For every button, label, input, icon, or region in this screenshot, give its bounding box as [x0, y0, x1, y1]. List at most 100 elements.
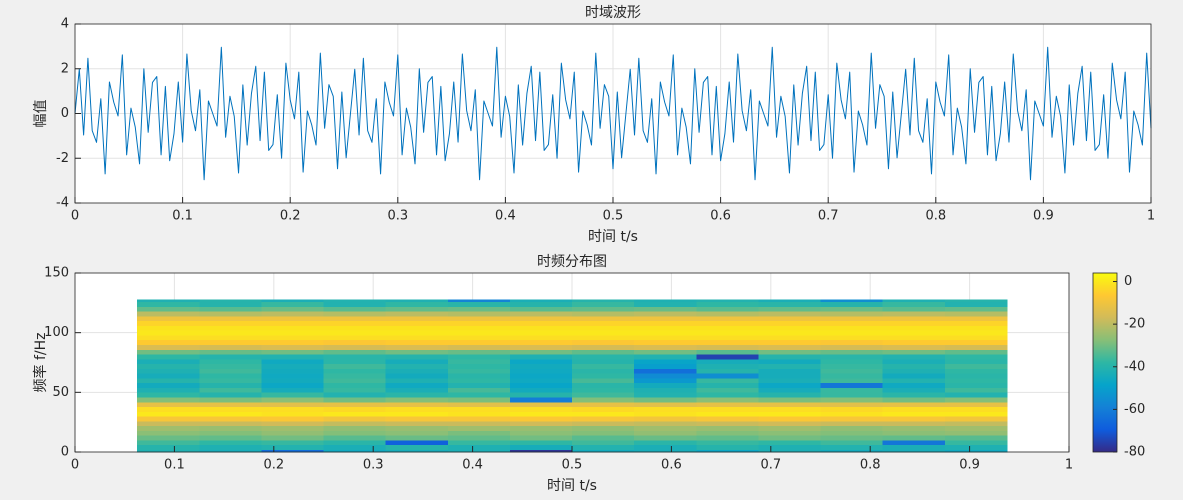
heat-cell	[882, 344, 946, 350]
heat-cell	[137, 406, 200, 412]
heat-cell	[758, 411, 821, 417]
heat-cell	[199, 440, 262, 446]
heat-cell	[634, 378, 697, 384]
heat-cell	[882, 382, 946, 388]
heat-cell	[447, 425, 511, 431]
heat-cell	[137, 387, 200, 393]
line-series	[74, 46, 1152, 181]
heat-cell	[137, 358, 200, 365]
heat-cell	[634, 449, 697, 453]
heat-cell	[447, 368, 511, 374]
heat-cell	[447, 344, 511, 350]
heat-cell	[696, 425, 759, 431]
heat-cell	[447, 378, 511, 384]
heat-cell	[572, 397, 635, 403]
heat-cell	[137, 301, 200, 307]
heat-cell	[634, 401, 697, 408]
heat-cell	[199, 354, 262, 360]
heat-cell	[572, 401, 635, 408]
heat-cell	[634, 397, 697, 403]
colorbar	[1092, 272, 1118, 453]
heat-cell	[447, 349, 511, 355]
heat-cell	[261, 354, 324, 360]
heat-cell	[137, 435, 200, 441]
heat-cell	[137, 320, 200, 326]
heat-cell	[944, 344, 1008, 350]
heat-cell	[509, 435, 573, 441]
heat-cell	[572, 358, 635, 365]
heat-cell	[820, 349, 884, 355]
heat-cell	[199, 311, 262, 317]
heat-cell	[261, 373, 324, 379]
heat-cell	[447, 430, 511, 436]
heat-cell	[696, 420, 759, 427]
heat-cell	[261, 299, 324, 303]
heat-cell	[509, 320, 573, 326]
heat-cell	[199, 392, 262, 398]
heat-cell	[634, 358, 697, 365]
heat-cell	[882, 420, 946, 427]
heat-cell	[261, 368, 324, 374]
heat-cell	[199, 363, 262, 369]
heat-cell	[137, 411, 200, 417]
heat-cell	[696, 320, 759, 326]
heat-cell	[696, 306, 759, 312]
heat-cell	[634, 411, 697, 417]
heat-cell	[944, 311, 1008, 317]
heat-cell	[447, 416, 511, 422]
heat-cell	[137, 315, 200, 322]
heat-cell	[261, 339, 324, 345]
heat-cell	[758, 387, 821, 393]
heat-cell	[634, 349, 697, 355]
colorbar-tick-label: -80	[1124, 445, 1145, 460]
heat-cell	[385, 358, 449, 365]
heat-cell	[820, 378, 884, 384]
heat-cell	[820, 382, 884, 388]
heat-cell	[882, 373, 946, 379]
heat-cell	[261, 435, 324, 441]
heat-cell	[820, 411, 884, 417]
x-tick-label: 0.6	[661, 458, 682, 473]
heat-cell	[820, 420, 884, 427]
heat-cell	[385, 301, 449, 307]
heat-cell	[696, 330, 759, 336]
heat-cell	[385, 349, 449, 355]
heat-cell	[261, 387, 324, 393]
heat-cell	[758, 425, 821, 431]
heat-cell	[447, 420, 511, 427]
heat-cell	[199, 444, 262, 451]
heat-cell	[882, 320, 946, 326]
heat-cell	[696, 311, 759, 317]
heat-cell	[634, 335, 697, 341]
heat-cell	[572, 325, 635, 331]
heat-cell	[323, 416, 387, 422]
heat-cell	[199, 378, 262, 384]
heat-cell	[137, 306, 200, 312]
heat-cell	[572, 306, 635, 312]
heat-cell	[572, 349, 635, 355]
y-tick-label: 2	[61, 61, 69, 76]
heat-cell	[509, 349, 573, 355]
heat-cell	[509, 306, 573, 312]
colorbar-tick-label: -60	[1124, 402, 1145, 417]
heat-cell	[882, 387, 946, 393]
heat-cell	[882, 299, 946, 303]
heat-cell	[261, 392, 324, 398]
heat-cell	[572, 311, 635, 317]
heat-cell	[696, 373, 759, 379]
heat-cell	[696, 354, 759, 360]
heat-cell	[447, 339, 511, 345]
heat-cell	[634, 392, 697, 398]
heat-cell	[137, 416, 200, 422]
heat-cell	[696, 325, 759, 331]
heat-cell	[882, 358, 946, 365]
x-tick-label: 0	[71, 209, 79, 224]
chart-title: 时频分布图	[537, 254, 607, 270]
heat-cell	[572, 354, 635, 360]
heat-cell	[323, 335, 387, 341]
heat-cell	[385, 420, 449, 427]
heat-cell	[882, 449, 946, 453]
heat-cell	[572, 449, 635, 453]
heat-cell	[882, 440, 946, 446]
heat-cell	[882, 335, 946, 341]
